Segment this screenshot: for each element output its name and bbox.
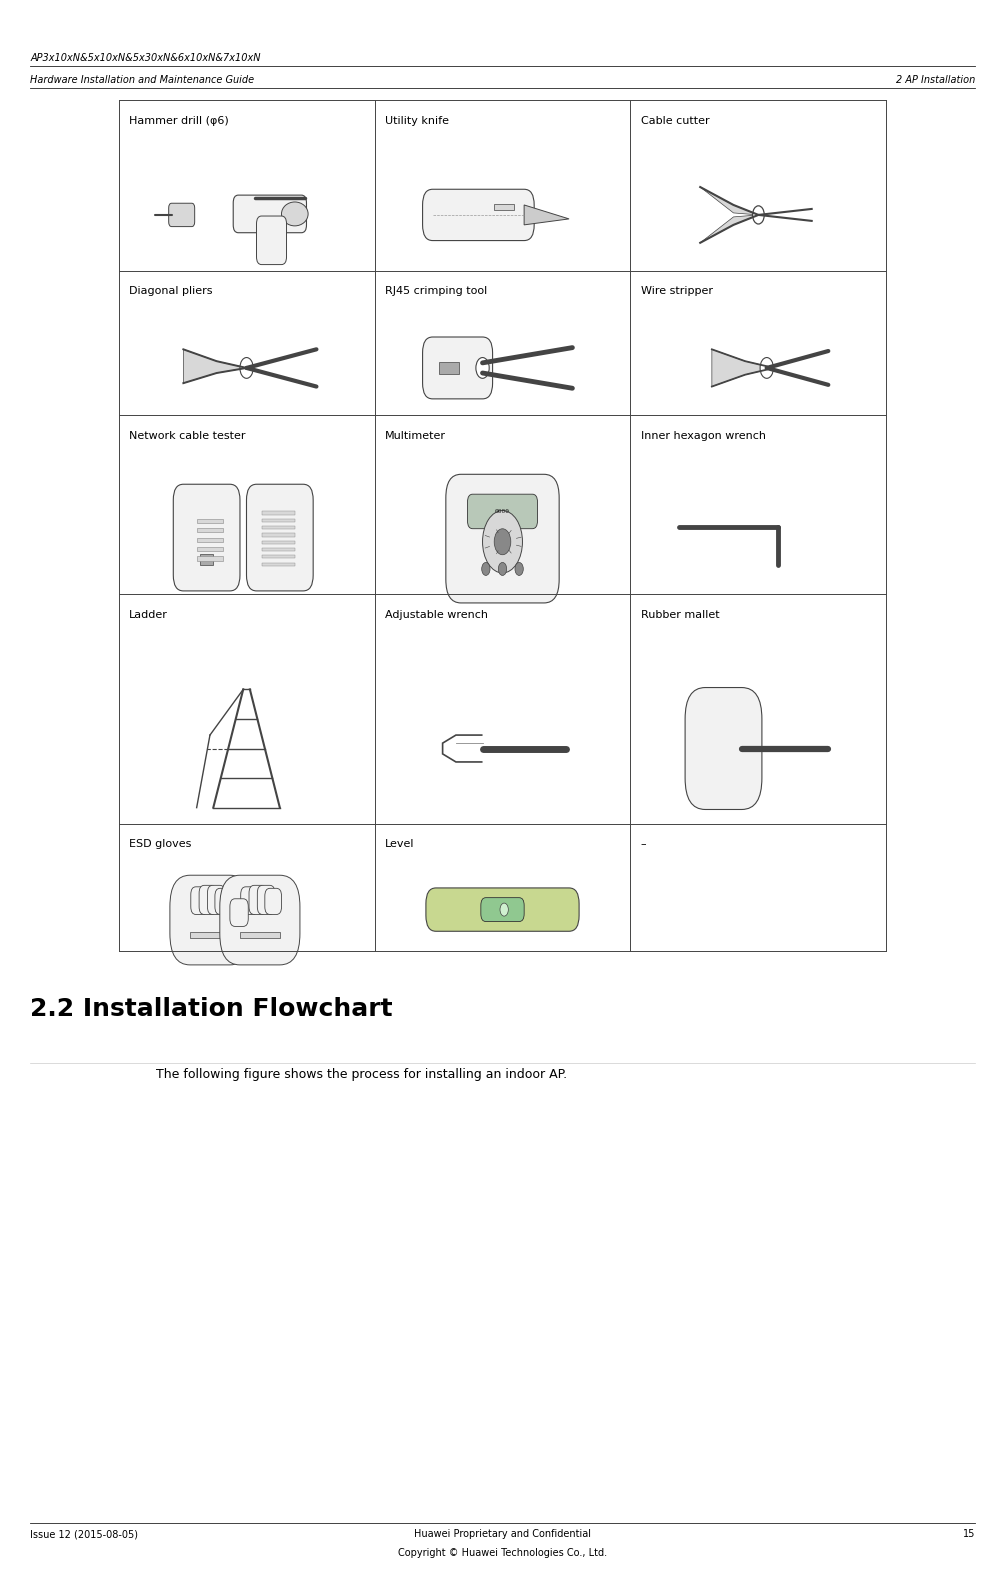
- Bar: [197, 518, 223, 523]
- Text: Hardware Installation and Maintenance Guide: Hardware Installation and Maintenance Gu…: [30, 75, 254, 85]
- FancyBboxPatch shape: [249, 885, 266, 914]
- Bar: [261, 534, 294, 537]
- FancyBboxPatch shape: [265, 889, 281, 914]
- FancyBboxPatch shape: [170, 874, 250, 966]
- Bar: [261, 512, 294, 515]
- Text: Diagonal pliers: Diagonal pliers: [129, 286, 212, 297]
- FancyBboxPatch shape: [223, 898, 241, 926]
- Bar: [261, 548, 294, 551]
- Circle shape: [476, 358, 489, 378]
- Circle shape: [498, 562, 507, 576]
- Bar: [200, 554, 213, 565]
- Circle shape: [240, 358, 253, 378]
- Text: ESD gloves: ESD gloves: [129, 840, 191, 849]
- Circle shape: [500, 903, 509, 917]
- Text: Issue 12 (2015-08-05): Issue 12 (2015-08-05): [30, 1529, 138, 1539]
- Text: Adjustable wrench: Adjustable wrench: [385, 609, 487, 620]
- FancyBboxPatch shape: [467, 495, 538, 529]
- FancyBboxPatch shape: [230, 898, 248, 926]
- Text: Rubber mallet: Rubber mallet: [640, 609, 720, 620]
- FancyBboxPatch shape: [191, 887, 208, 914]
- Text: 2.2 Installation Flowchart: 2.2 Installation Flowchart: [30, 997, 393, 1021]
- Text: 0000: 0000: [495, 509, 510, 515]
- Text: Ladder: Ladder: [129, 609, 168, 620]
- Text: Inner hexagon wrench: Inner hexagon wrench: [640, 432, 766, 441]
- Text: Wire stripper: Wire stripper: [640, 286, 713, 297]
- Text: AP3x10xN&5x10xN&5x30xN&6x10xN&7x10xN: AP3x10xN&5x10xN&5x30xN&6x10xN&7x10xN: [30, 53, 260, 63]
- Polygon shape: [700, 215, 759, 243]
- FancyBboxPatch shape: [422, 190, 535, 240]
- Ellipse shape: [281, 203, 309, 226]
- Circle shape: [481, 562, 490, 576]
- Text: Copyright © Huawei Technologies Co., Ltd.: Copyright © Huawei Technologies Co., Ltd…: [398, 1548, 607, 1557]
- FancyBboxPatch shape: [446, 474, 559, 603]
- Bar: [261, 540, 294, 543]
- FancyBboxPatch shape: [257, 885, 275, 914]
- Bar: [439, 363, 459, 374]
- Circle shape: [494, 529, 511, 554]
- FancyBboxPatch shape: [685, 688, 762, 810]
- Bar: [197, 528, 223, 532]
- Polygon shape: [712, 349, 767, 386]
- Bar: [197, 546, 223, 551]
- Text: Cable cutter: Cable cutter: [640, 116, 710, 126]
- Polygon shape: [525, 206, 569, 225]
- FancyBboxPatch shape: [220, 874, 299, 966]
- Bar: [240, 933, 279, 937]
- Bar: [261, 556, 294, 559]
- Bar: [261, 518, 294, 521]
- Circle shape: [760, 358, 774, 378]
- FancyBboxPatch shape: [480, 898, 525, 922]
- FancyBboxPatch shape: [207, 885, 225, 914]
- FancyBboxPatch shape: [199, 885, 217, 914]
- Text: The following figure shows the process for installing an indoor AP.: The following figure shows the process f…: [156, 1068, 567, 1080]
- Text: Level: Level: [385, 840, 414, 849]
- Text: Network cable tester: Network cable tester: [129, 432, 245, 441]
- FancyBboxPatch shape: [173, 484, 240, 590]
- FancyBboxPatch shape: [215, 889, 231, 914]
- FancyBboxPatch shape: [241, 887, 258, 914]
- Bar: [197, 537, 223, 542]
- Bar: [494, 204, 515, 210]
- Text: Hammer drill (φ6): Hammer drill (φ6): [129, 116, 228, 126]
- Text: –: –: [640, 840, 646, 849]
- Bar: [261, 526, 294, 529]
- Polygon shape: [700, 187, 759, 215]
- FancyBboxPatch shape: [233, 195, 307, 232]
- Text: Utility knife: Utility knife: [385, 116, 448, 126]
- Text: Huawei Proprietary and Confidential: Huawei Proprietary and Confidential: [414, 1529, 591, 1539]
- FancyBboxPatch shape: [169, 203, 195, 226]
- Text: 15: 15: [963, 1529, 975, 1539]
- FancyBboxPatch shape: [426, 889, 579, 931]
- Text: RJ45 crimping tool: RJ45 crimping tool: [385, 286, 486, 297]
- Bar: [261, 562, 294, 565]
- Text: 2 AP Installation: 2 AP Installation: [895, 75, 975, 85]
- Text: Multimeter: Multimeter: [385, 432, 445, 441]
- Bar: [190, 933, 230, 937]
- Bar: [197, 556, 223, 560]
- FancyBboxPatch shape: [422, 338, 492, 399]
- FancyBboxPatch shape: [256, 217, 286, 265]
- Circle shape: [515, 562, 524, 576]
- Polygon shape: [183, 349, 246, 383]
- Circle shape: [753, 206, 764, 225]
- FancyBboxPatch shape: [246, 484, 314, 590]
- Circle shape: [482, 510, 523, 573]
